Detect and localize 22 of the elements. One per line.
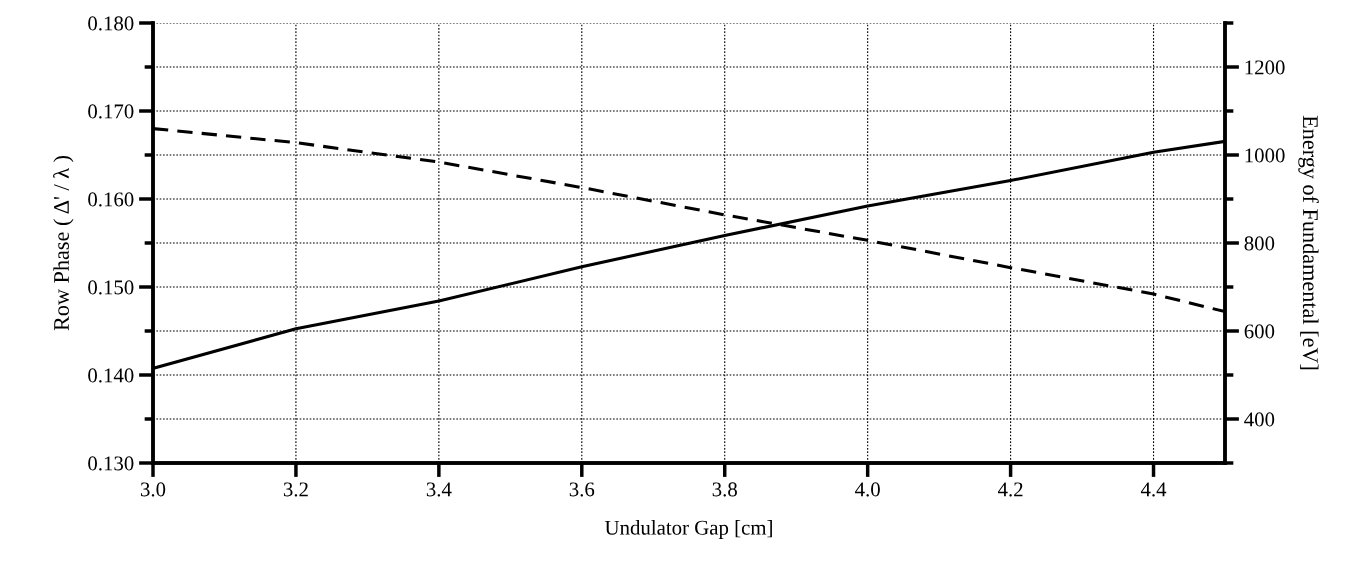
y-tick-label: 0.180 [88, 16, 134, 31]
x-tick-label: 3.2 [283, 482, 308, 497]
x-tick-label: 4.2 [997, 482, 1023, 497]
x-tick-label: 3.8 [712, 482, 737, 497]
y-tick-label: 0.130 [88, 456, 134, 471]
x-tick-label: 4.4 [1140, 482, 1167, 497]
y-axis-title: Row Phase ( Δ' / λ ) [53, 155, 74, 331]
y-tick-label: 0.150 [88, 280, 134, 295]
y2-tick-label: 1000 [1245, 148, 1285, 163]
x-tick-label: 4.0 [855, 482, 880, 497]
y-tick-label: 0.170 [88, 104, 134, 119]
y2-tick-label: 600 [1244, 324, 1275, 339]
x-tick-label: 3.6 [569, 482, 595, 497]
y2-axis-title: Energy of Fundamental [eV] [1298, 115, 1319, 370]
y2-tick-label: 400 [1244, 412, 1275, 427]
x-tick-label: 3.0 [140, 482, 166, 497]
y-tick-label: 0.140 [88, 368, 134, 383]
y2-tick-label: 1200 [1245, 60, 1285, 75]
y2-tick-label: 800 [1244, 236, 1275, 251]
x-tick-label: 3.4 [426, 482, 452, 497]
x-axis-title: Undulator Gap [cm] [604, 520, 772, 539]
y-tick-label: 0.160 [88, 192, 134, 207]
